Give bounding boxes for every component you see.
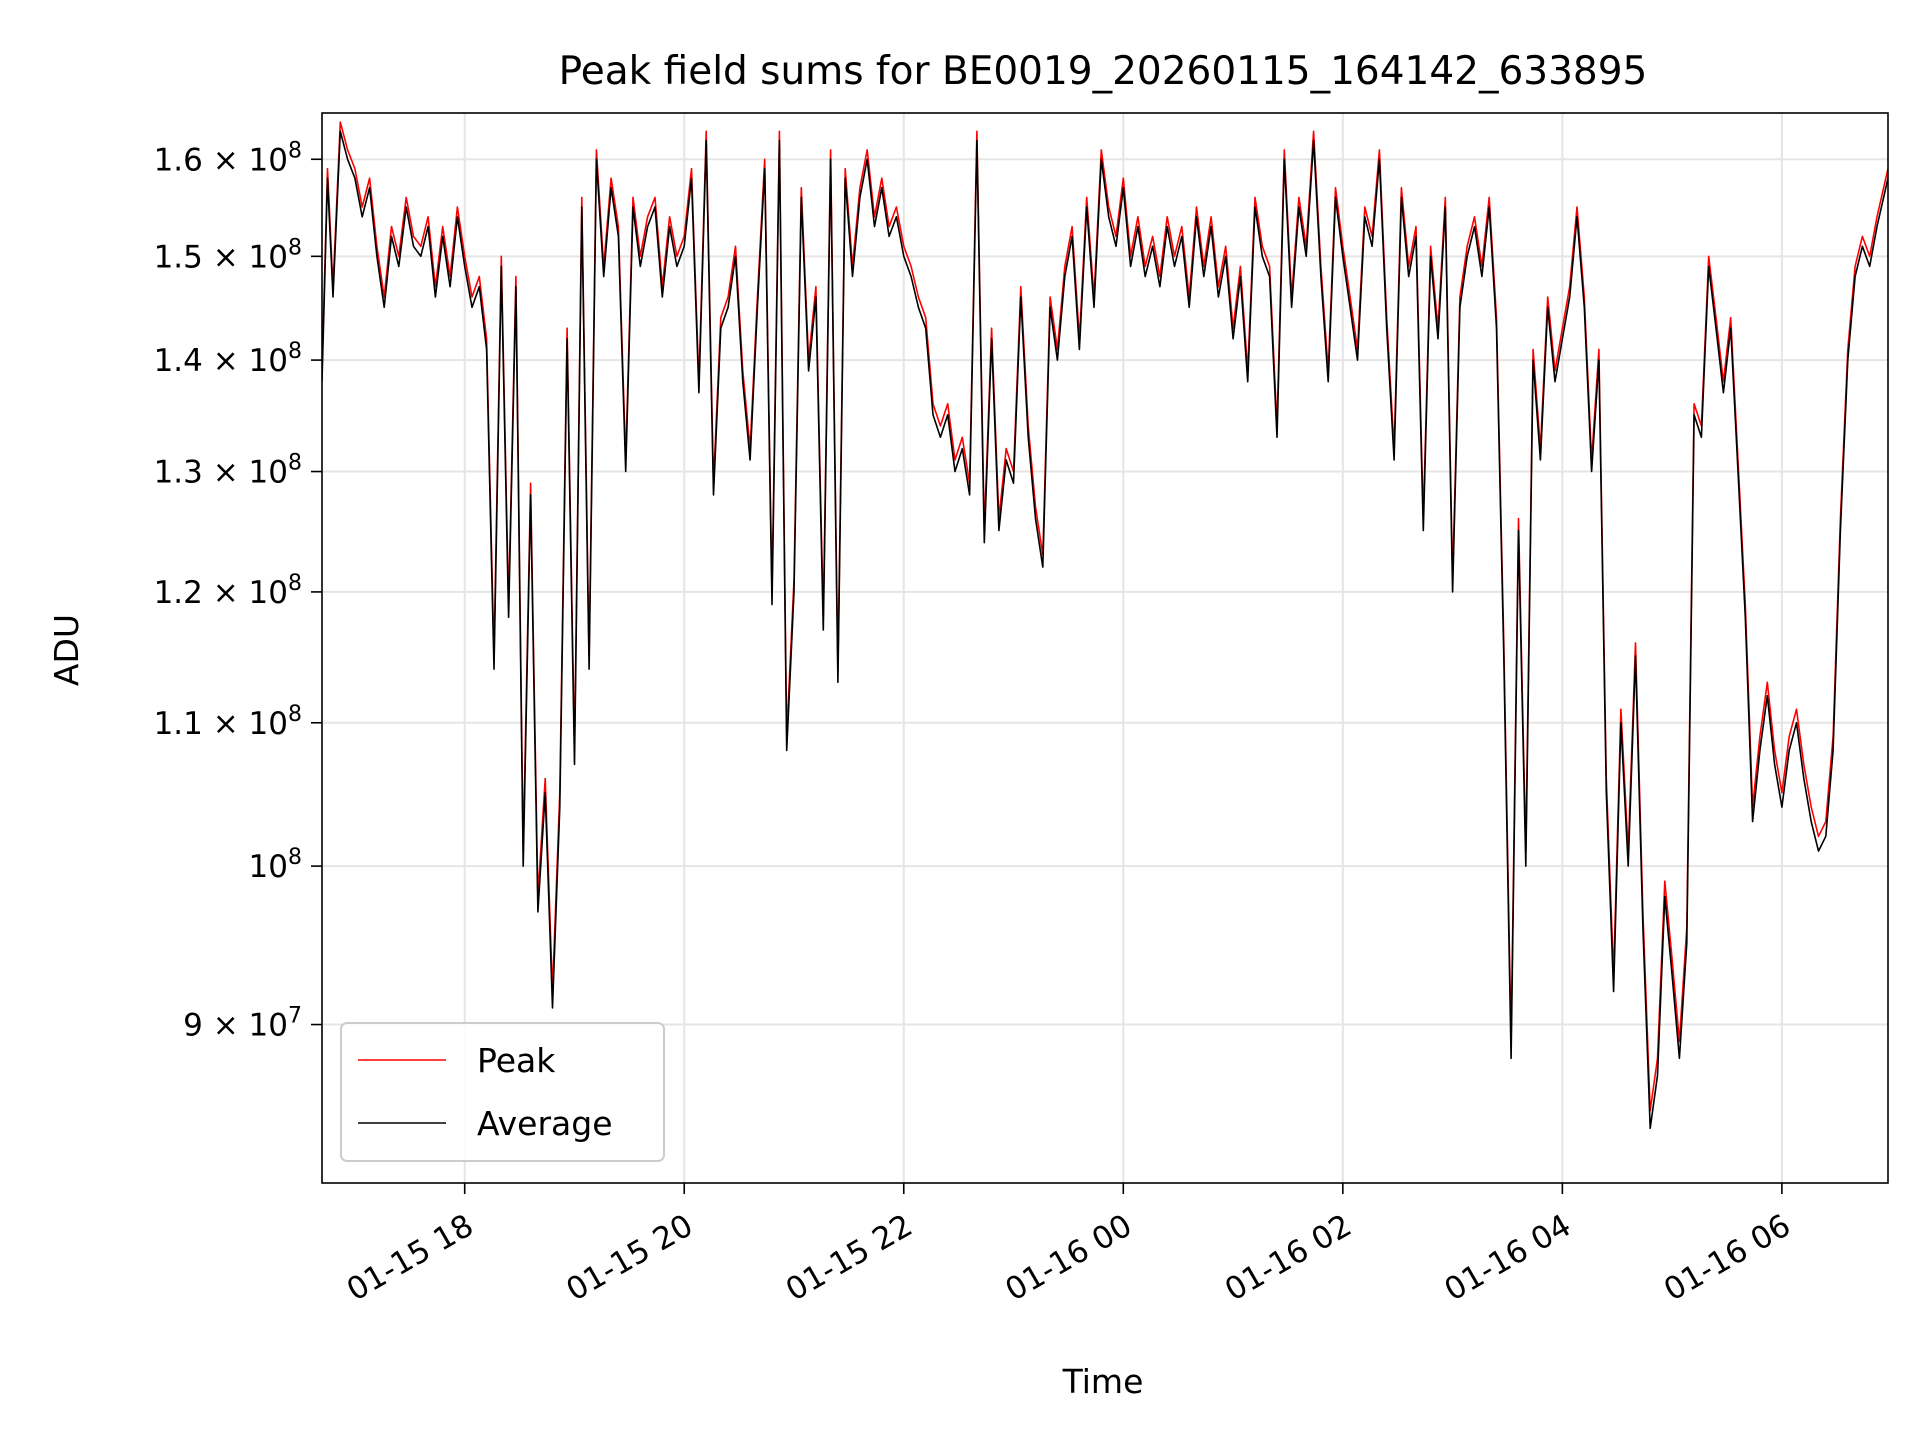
y-tick-label: 1.2 × 108: [154, 571, 302, 611]
y-tick-label: 1.6 × 108: [154, 138, 302, 178]
y-axis: 9 × 107 108 1.1 × 108 1.2 × 108 1.3 × 108 1.4…: [154, 138, 322, 1044]
y-tick-exponent: 8: [288, 451, 302, 476]
y-tick-exponent: 8: [288, 339, 302, 364]
y-tick-exponent: 8: [288, 845, 302, 870]
y-tick-label: 1.3 × 108: [154, 451, 302, 491]
y-tick-exponent: 7: [288, 1004, 302, 1029]
chart-title: Peak field sums for BE0019_20260115_1641…: [559, 49, 1648, 94]
y-tick-exponent: 8: [288, 138, 302, 163]
y-tick-exponent: 8: [288, 235, 302, 260]
y-tick-exponent: 8: [288, 702, 302, 727]
y-tick-exponent: 8: [288, 571, 302, 596]
y-tick-label: 9 × 107: [183, 1004, 302, 1044]
y-tick-label: 1.4 × 108: [154, 339, 302, 379]
y-tick-label: 108: [249, 845, 302, 885]
series-average-line: [322, 130, 1888, 1130]
legend: Peak Average: [340, 1022, 665, 1162]
legend-label-average: Average: [477, 1104, 613, 1143]
y-axis-title: ADU: [47, 614, 86, 686]
y-tick-label: 1.1 × 108: [154, 702, 302, 742]
legend-box: [340, 1022, 665, 1162]
legend-label-peak: Peak: [477, 1041, 556, 1080]
series-layer: [322, 121, 1888, 1130]
y-tick-label: 1.5 × 108: [154, 235, 302, 275]
x-axis-title: Time: [1062, 1362, 1144, 1401]
plot-frame: [321, 112, 1889, 1184]
